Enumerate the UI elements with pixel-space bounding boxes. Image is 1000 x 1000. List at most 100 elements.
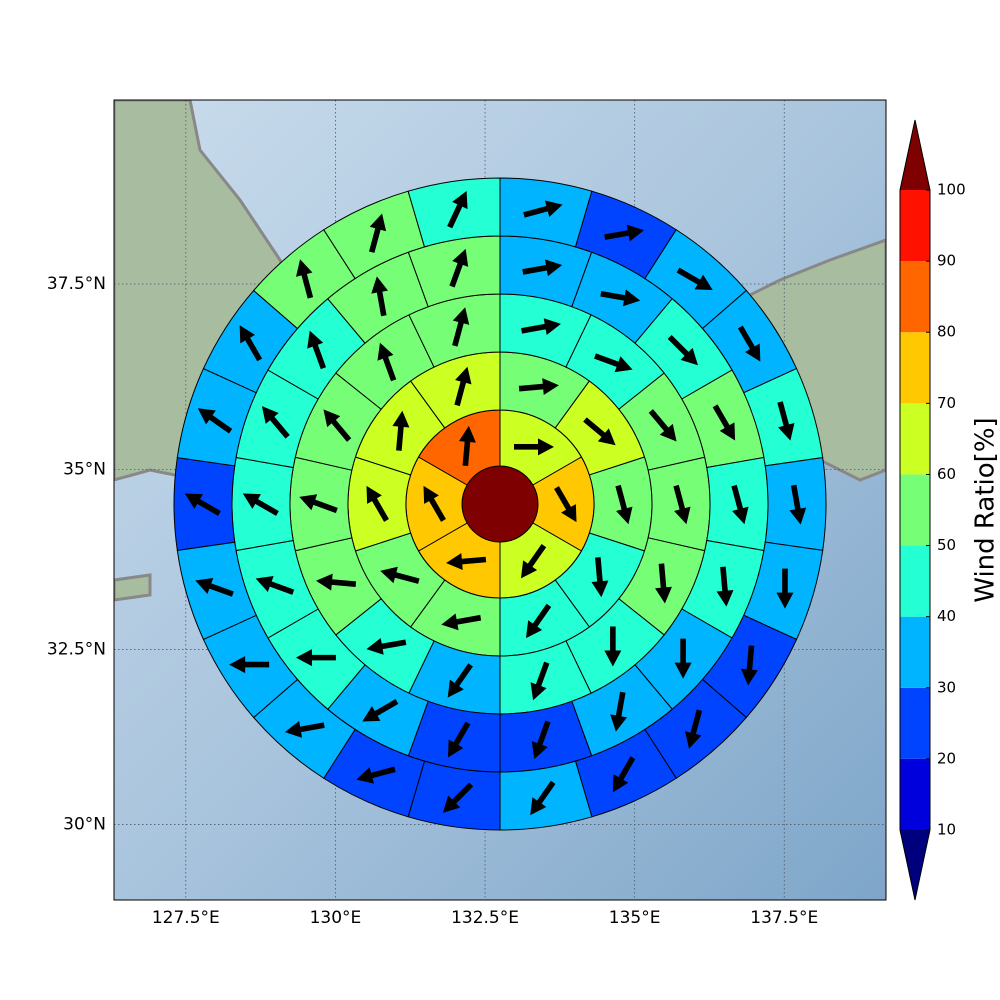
wind-arrow — [229, 656, 270, 674]
wind-arrow — [323, 409, 352, 442]
wind-arrow — [530, 780, 556, 816]
wind-arrow — [446, 553, 487, 571]
wind-arrow — [296, 259, 314, 299]
wind-arrow — [655, 563, 672, 604]
wind-arrow — [522, 259, 563, 277]
wind-arrow — [366, 485, 389, 522]
wind-arrow — [255, 576, 295, 595]
wind-arrow — [447, 721, 471, 758]
wind-arrow — [441, 613, 482, 631]
wind-arrow — [554, 486, 577, 523]
wind-arrow — [239, 325, 263, 362]
colorbar-bin — [900, 616, 930, 688]
wind-arrow — [525, 603, 552, 639]
wind-arrow — [789, 484, 807, 525]
colorbar-over — [900, 120, 930, 190]
wind-arrow — [648, 409, 677, 442]
colorbar-under — [900, 830, 930, 900]
wind-arrow — [447, 190, 468, 229]
wind-arrow — [299, 494, 338, 514]
colorbar-tick-label: 80 — [937, 323, 956, 341]
wind-arrow — [366, 638, 407, 655]
wind-arrow — [610, 691, 628, 732]
wind-arrow — [362, 699, 399, 722]
wind-rose — [173, 177, 827, 831]
colorbar-tick-label: 90 — [937, 252, 956, 270]
wind-arrow — [716, 566, 734, 607]
wind-arrow — [242, 493, 279, 516]
y-tick-label: 32.5°N — [47, 639, 106, 659]
wind-arrow — [737, 325, 761, 362]
x-tick-label: 135°E — [609, 908, 661, 928]
wind-arrow — [740, 645, 758, 686]
wind-arrow — [316, 573, 357, 591]
y-tick-label: 30°N — [63, 814, 106, 834]
colorbar-tick-label: 100 — [937, 181, 966, 199]
wind-arrow — [523, 200, 563, 218]
wind-arrow — [514, 438, 554, 456]
colorbar-bin — [900, 758, 930, 830]
wind-arrow — [449, 248, 469, 288]
wind-arrow — [604, 626, 622, 667]
colorbar-bin — [900, 332, 930, 404]
colorbar-tick-label: 50 — [937, 536, 956, 554]
wind-arrow — [520, 543, 547, 579]
colorbar-bin — [900, 687, 930, 759]
wind-arrow — [731, 484, 749, 525]
wind-arrow — [583, 417, 616, 446]
wind-arrow — [377, 342, 397, 382]
colorbar-bin — [900, 545, 930, 617]
wind-arrow — [530, 661, 550, 701]
wind-arrow — [676, 267, 713, 291]
wind-arrow — [667, 334, 698, 366]
wind-arrow — [604, 224, 645, 242]
colorbar-bin — [900, 474, 930, 546]
y-tick-label: 37.5°N — [47, 274, 106, 294]
wind-arrow — [594, 353, 633, 373]
wind-arrow — [777, 401, 795, 441]
colorbar-tick-label: 40 — [937, 607, 956, 625]
x-tick-label: 137.5°E — [750, 908, 818, 928]
wind-arrow — [591, 557, 609, 598]
wind-arrow — [392, 410, 410, 451]
wind-arrow — [612, 756, 636, 793]
wind-arrow — [368, 213, 387, 253]
wind-arrow — [518, 378, 559, 396]
wind-arrow — [197, 408, 233, 434]
wind-arrow — [531, 720, 551, 760]
wind-arrow — [684, 709, 703, 749]
colorbar — [899, 119, 931, 901]
wind-arrow — [712, 404, 736, 441]
wind-arrow — [674, 638, 692, 679]
wind-arrow — [447, 663, 473, 698]
x-tick-label: 127.5°E — [152, 908, 220, 928]
x-tick-label: 132.5°E — [451, 908, 519, 928]
wind-arrow — [442, 782, 474, 813]
wind-arrow — [184, 493, 221, 516]
colorbar-tick-label: 70 — [937, 394, 956, 412]
colorbar-label: Wind Ratio[%] — [971, 417, 1000, 602]
colorbar-bin — [900, 403, 930, 475]
colorbar-tick-label: 30 — [937, 678, 956, 696]
wind-arrow — [195, 577, 234, 597]
y-tick-label: 35°N — [63, 460, 106, 480]
wind-arrow — [284, 720, 325, 738]
colorbar-bin — [900, 261, 930, 333]
wind-arrow — [673, 484, 691, 525]
wind-arrow — [452, 307, 470, 347]
colorbar-tick-label: 10 — [937, 821, 956, 839]
x-tick-label: 130°E — [310, 908, 362, 928]
wind-arrow — [454, 366, 472, 407]
wind-arrow — [371, 276, 389, 317]
wind-arrow — [261, 406, 290, 439]
wind-arrow — [307, 330, 327, 370]
wind-arrow — [521, 318, 561, 336]
wind-arrow — [776, 568, 794, 609]
wind-arrow — [423, 485, 446, 522]
wind-arrow — [615, 484, 633, 525]
colorbar-bin — [900, 190, 930, 262]
wind-arrow — [380, 566, 420, 584]
wind-arrow — [356, 766, 396, 784]
colorbar-tick-label: 20 — [937, 749, 956, 767]
